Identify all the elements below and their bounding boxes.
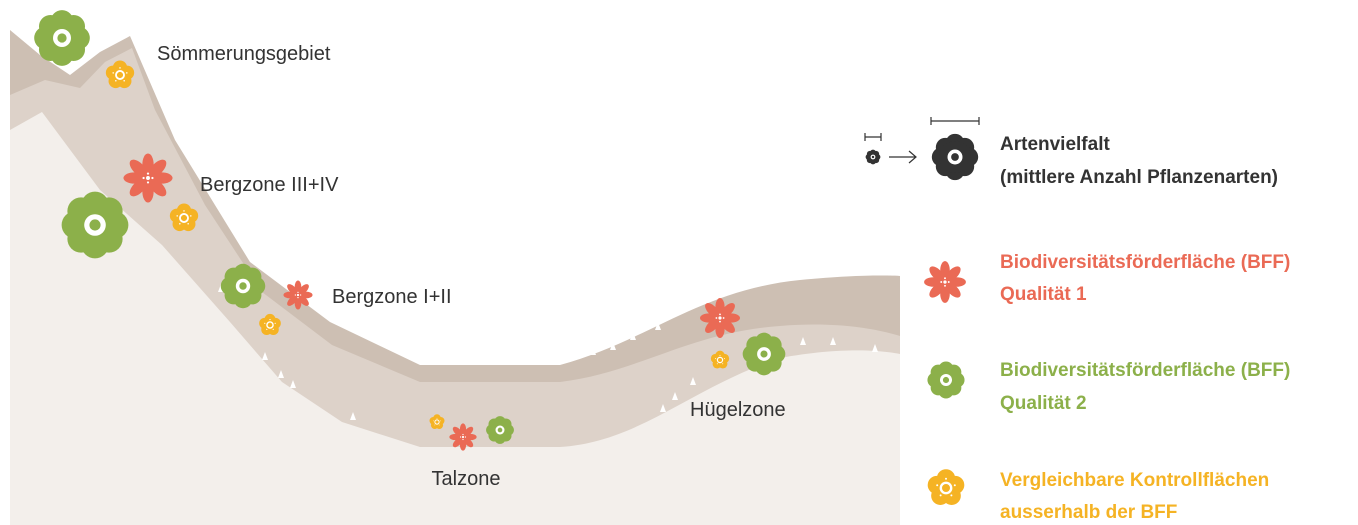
flower-green — [221, 264, 266, 309]
legend-label: Vergleichbare Kontrollflächen — [1000, 470, 1269, 491]
flower-red — [283, 280, 312, 309]
legend-label: Biodiversitätsförderfläche (BFF) — [1000, 252, 1290, 273]
flower-red — [700, 298, 740, 338]
zone-label: Bergzone I+II — [332, 286, 452, 308]
legend-icon — [927, 361, 964, 398]
legend-label: ausserhalb der BFF — [1000, 502, 1177, 523]
legend-label: Biodiversitätsförderfläche (BFF) — [1000, 360, 1290, 381]
flower-green — [62, 192, 129, 259]
legend-label: Qualität 1 — [1000, 284, 1087, 305]
legend-subtitle: (mittlere Anzahl Pflanzenarten) — [1000, 167, 1278, 188]
legend: Artenvielfalt (mittlere Anzahl Pflanzena… — [865, 117, 1290, 523]
zone-label: Talzone — [432, 468, 501, 490]
diagram: Sömmerungsgebiet Bergzone III+IV Bergzon… — [0, 0, 1358, 525]
flower-green — [743, 333, 786, 376]
flower-red — [449, 423, 476, 450]
legend-icon — [924, 261, 966, 303]
flower-red — [123, 153, 172, 202]
flower-green — [486, 416, 514, 444]
zone-label: Bergzone III+IV — [200, 174, 339, 196]
legend-icon-small — [866, 150, 881, 165]
zone-label: Hügelzone — [690, 399, 786, 421]
legend-icon — [928, 469, 965, 505]
zone-label: Sömmerungsgebiet — [157, 43, 331, 65]
flower-green — [34, 10, 90, 66]
legend-label: Qualität 2 — [1000, 393, 1087, 414]
legend-icon-large — [932, 134, 978, 180]
legend-title: Artenvielfalt — [1000, 134, 1110, 155]
